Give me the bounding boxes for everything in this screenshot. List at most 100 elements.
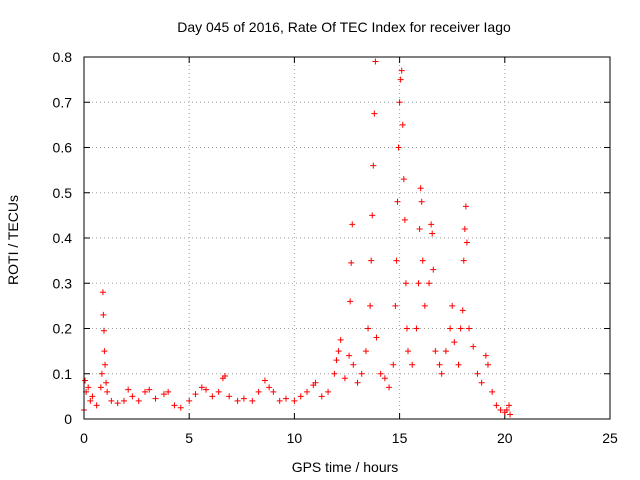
data-point <box>312 379 319 386</box>
data-point <box>282 395 289 402</box>
data-point <box>436 361 443 368</box>
data-point <box>438 370 445 377</box>
data-point <box>390 361 397 368</box>
data-point <box>102 361 109 368</box>
data-point <box>428 221 435 228</box>
data-point <box>125 386 132 393</box>
data-point <box>215 388 222 395</box>
data-point <box>114 400 121 407</box>
data-point <box>350 361 357 368</box>
data-point <box>337 336 344 343</box>
data-point <box>198 384 205 391</box>
data-point <box>270 388 277 395</box>
data-point <box>397 76 404 83</box>
data-point <box>89 393 96 400</box>
data-point <box>371 110 378 117</box>
y-tick-label: 0.2 <box>53 321 73 337</box>
data-point <box>449 302 456 309</box>
data-point <box>368 257 375 264</box>
x-tick-label: 10 <box>287 430 303 446</box>
data-point <box>399 121 406 128</box>
data-point <box>400 176 407 183</box>
data-point <box>373 334 380 341</box>
data-point <box>82 377 89 384</box>
data-point <box>417 185 424 192</box>
data-point <box>409 361 416 368</box>
data-point <box>461 225 468 232</box>
data-point <box>402 280 409 287</box>
data-point <box>249 397 256 404</box>
y-tick-labels: 0 0.1 0.2 0.3 0.4 0.5 0.6 0.7 0.8 <box>53 49 73 427</box>
data-point <box>171 402 178 409</box>
data-point <box>333 357 340 364</box>
data-point <box>447 325 454 332</box>
data-point <box>325 388 332 395</box>
data-points <box>81 58 514 418</box>
data-point <box>426 280 433 287</box>
data-point <box>346 352 353 359</box>
data-point <box>142 388 149 395</box>
data-point <box>186 397 193 404</box>
data-point <box>415 280 422 287</box>
tick-layer <box>83 56 611 420</box>
data-point <box>234 397 241 404</box>
data-point <box>103 379 110 386</box>
data-point <box>255 388 262 395</box>
data-point <box>403 325 410 332</box>
data-point <box>108 397 115 404</box>
data-point <box>377 370 384 377</box>
data-point <box>97 384 104 391</box>
data-point <box>372 58 379 65</box>
y-tick-label: 0.3 <box>53 275 73 291</box>
data-point <box>266 384 273 391</box>
data-point <box>221 373 228 380</box>
data-point <box>177 404 184 411</box>
data-point <box>370 162 377 169</box>
y-tick-label: 0 <box>64 411 72 427</box>
x-tick-label: 0 <box>80 430 88 446</box>
data-point <box>432 348 439 355</box>
data-point <box>442 348 449 355</box>
data-point <box>381 375 388 382</box>
data-point <box>160 391 167 398</box>
data-point <box>369 212 376 219</box>
data-point <box>484 361 491 368</box>
data-point <box>146 386 153 393</box>
data-point <box>347 298 354 305</box>
data-point <box>85 384 92 391</box>
data-point <box>240 395 247 402</box>
data-point <box>358 370 365 377</box>
data-point <box>503 406 510 413</box>
data-point <box>101 348 108 355</box>
data-point <box>349 221 356 228</box>
data-point <box>318 393 325 400</box>
y-tick-label: 0.1 <box>53 366 73 382</box>
x-tick-label: 25 <box>602 430 618 446</box>
data-point <box>395 144 402 151</box>
data-point <box>413 325 420 332</box>
data-point <box>421 302 428 309</box>
data-point <box>209 393 216 400</box>
data-point <box>466 325 473 332</box>
data-point <box>87 397 94 404</box>
data-point <box>93 402 100 409</box>
data-point <box>291 397 298 404</box>
x-tick-labels: 0 5 10 15 20 25 <box>80 430 618 446</box>
data-point <box>459 307 466 314</box>
data-point <box>405 348 412 355</box>
data-point <box>463 239 470 246</box>
data-point <box>497 406 504 413</box>
data-point <box>304 388 311 395</box>
data-point <box>393 257 400 264</box>
data-point <box>362 348 369 355</box>
data-point <box>489 388 496 395</box>
data-point <box>348 259 355 266</box>
data-point <box>401 216 408 223</box>
data-point <box>457 325 464 332</box>
data-point <box>429 230 436 237</box>
data-point <box>226 393 233 400</box>
data-point <box>365 325 372 332</box>
y-tick-label: 0.8 <box>53 49 73 65</box>
y-tick-label: 0.5 <box>53 185 73 201</box>
